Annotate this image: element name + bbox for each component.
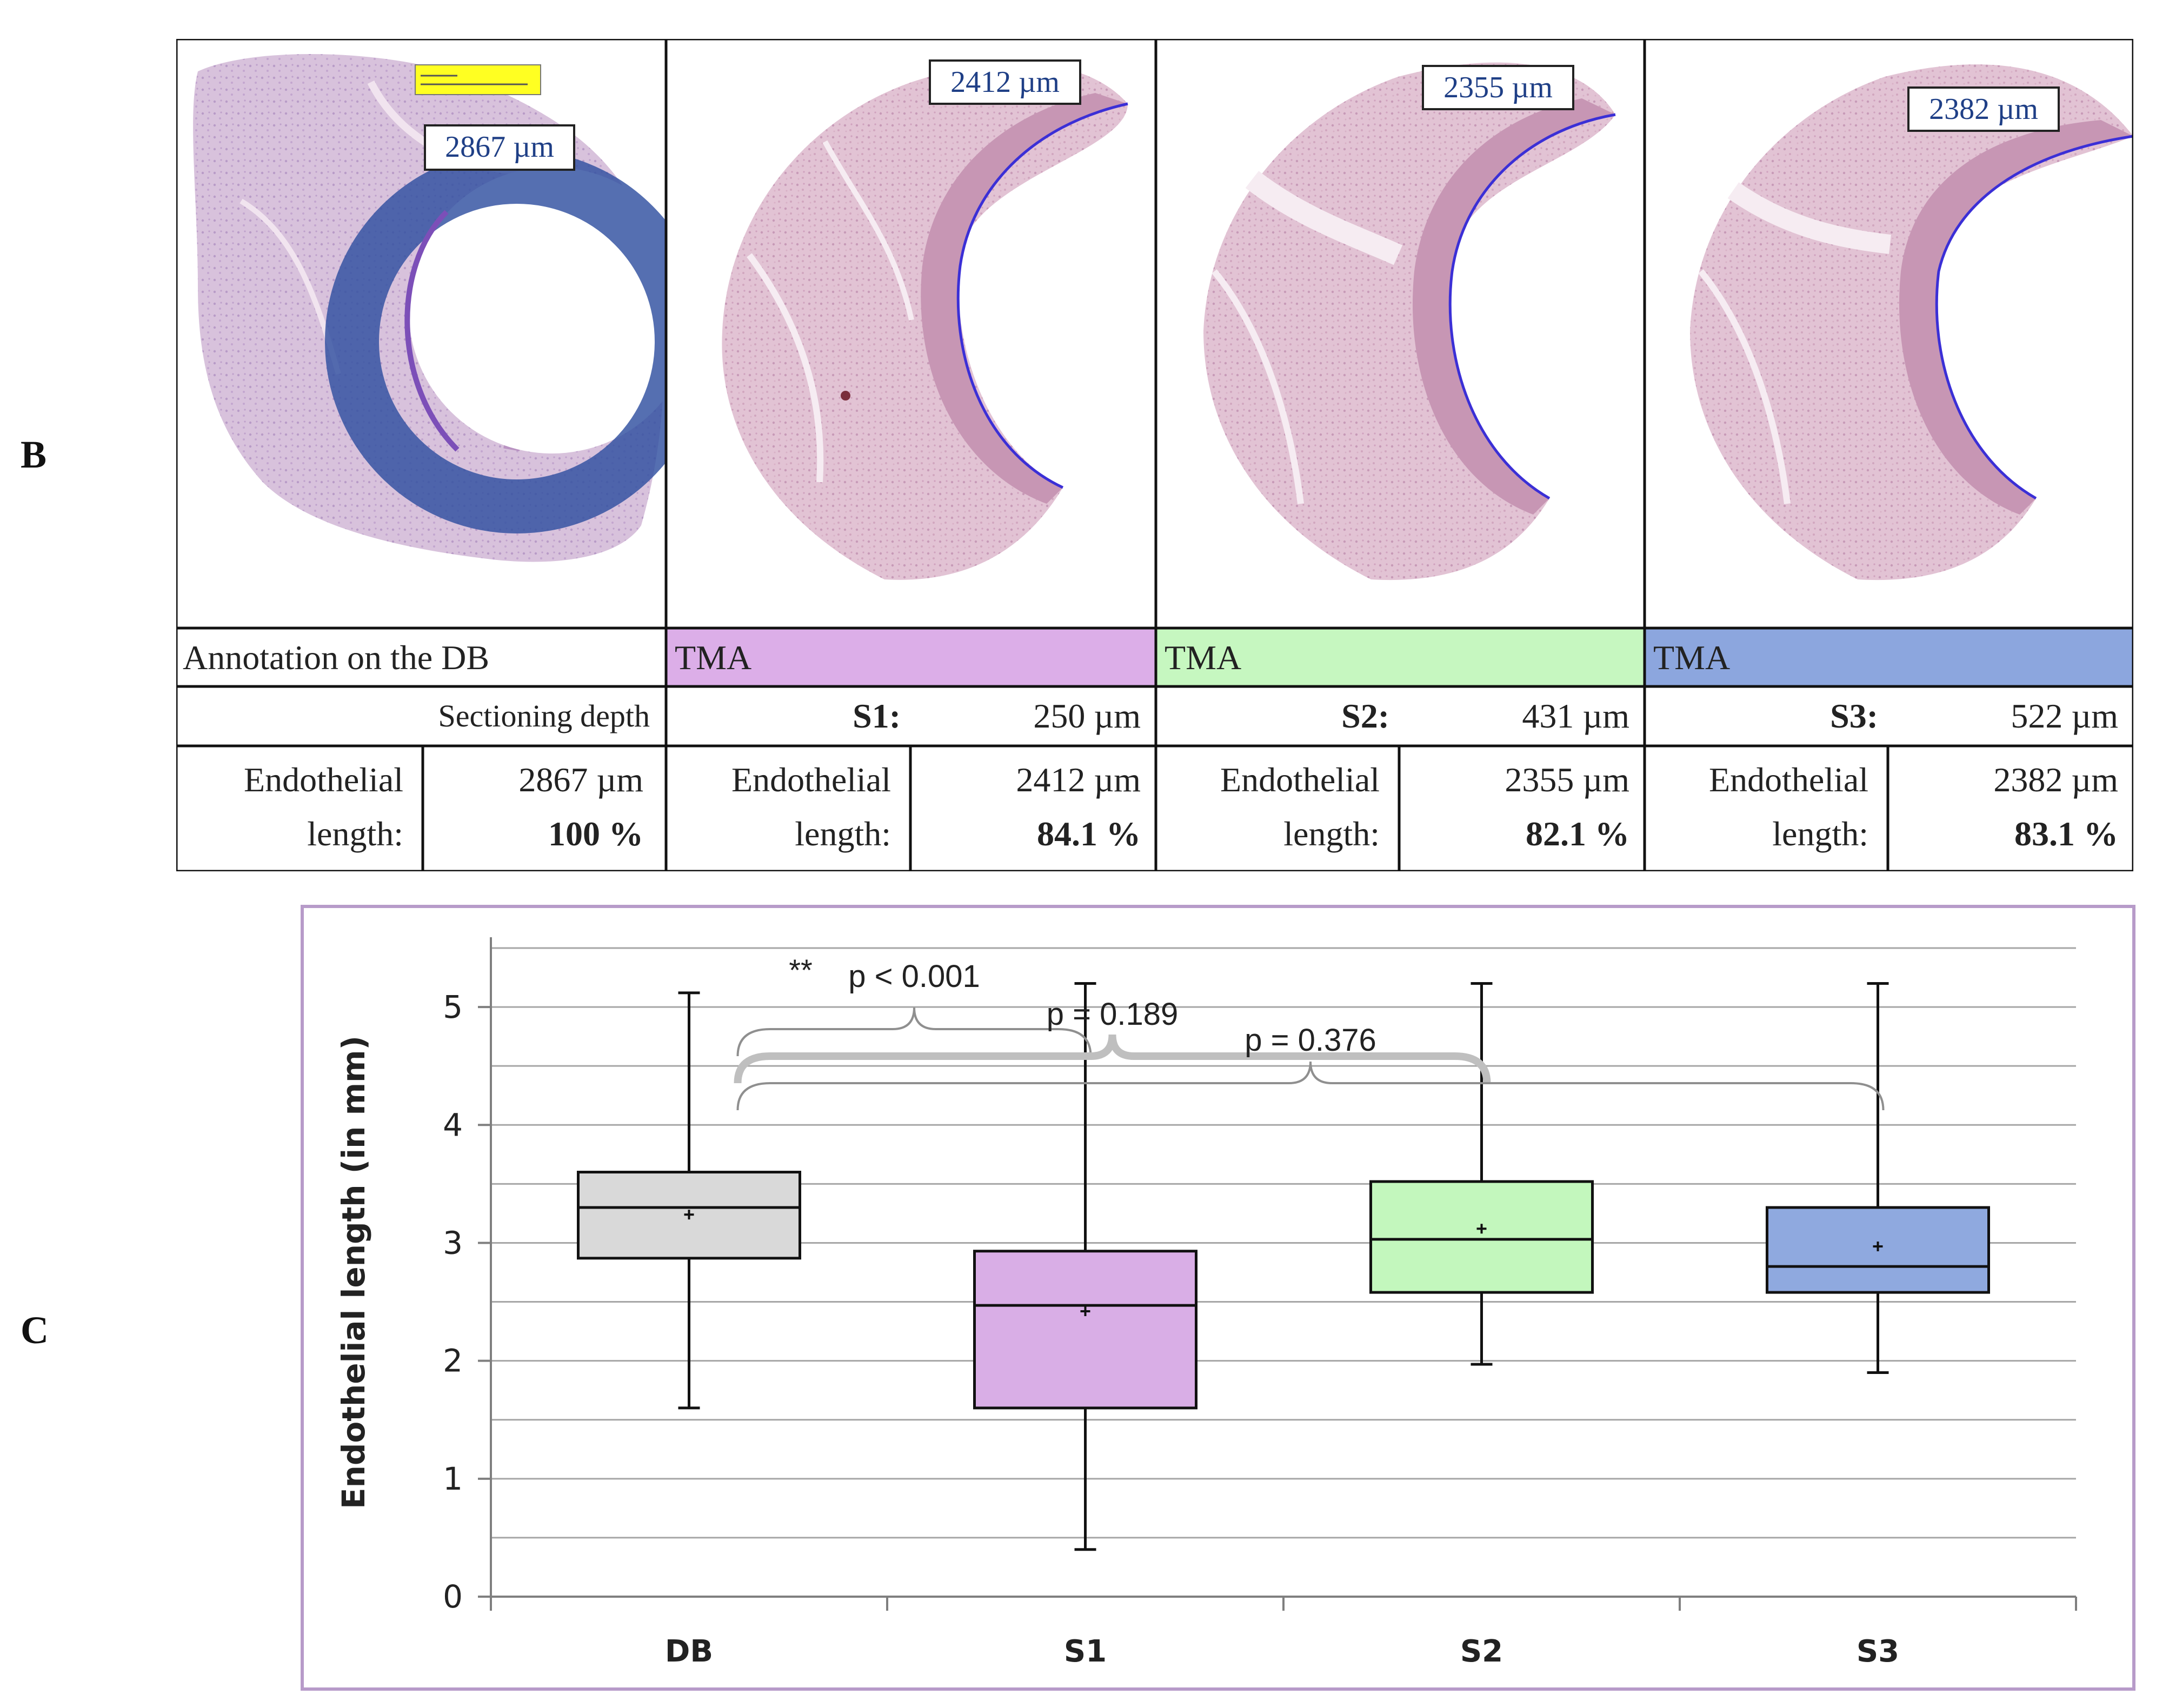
x-tick-label: DB [665, 1634, 713, 1669]
s1-section-depth: 250 µm [1033, 697, 1141, 735]
s3-tma-fill [1645, 628, 2133, 686]
s2-length-label: length: [1283, 815, 1380, 853]
s1-tma-header: TMA [675, 638, 751, 677]
s3-length-value: 2382 µm [1993, 760, 2118, 799]
s3-tissue-image: 2382 µm [1690, 64, 2133, 581]
y-tick-label: 5 [443, 989, 463, 1025]
db-endothelial-label: Endothelial [244, 760, 403, 799]
panel-c-chart: 0 1 2 3 4 5 DB S1 S2 S3 p < 0.001 ** p = 0.189 p = … [301, 905, 2135, 1691]
box-iqr [1369, 1180, 1594, 1294]
s3-measure-label: 2382 µm [1929, 92, 2038, 126]
s3-tma-header: TMA [1653, 638, 1730, 677]
s1-length-label: length: [795, 815, 891, 853]
chart-frame [301, 905, 2135, 1691]
significance-stars: ** [789, 953, 813, 987]
s3-length-label: length: [1772, 815, 1868, 853]
mean-marker [1476, 1224, 1487, 1234]
db-tissue-image: 2867 µm [193, 54, 666, 562]
p-value-label: p = 0.376 [1245, 1023, 1376, 1058]
significance-bracket [736, 1061, 1885, 1111]
s2-measure-label: 2355 µm [1443, 71, 1553, 104]
s2-tma-fill [1156, 628, 1645, 686]
p-value-label: p < 0.001 [848, 959, 980, 994]
box-iqr [577, 1171, 801, 1260]
y-tick-label: 0 [443, 1578, 463, 1615]
y-tick-label: 4 [443, 1106, 463, 1143]
y-tick-label: 2 [443, 1343, 463, 1379]
box-iqr [1766, 1206, 1990, 1294]
s3-endothelial-label: Endothelial [1709, 760, 1868, 799]
s1-length-percent: 84.1 % [1037, 815, 1141, 853]
box-s1 [973, 982, 1197, 1551]
y-tick-label: 3 [443, 1224, 463, 1261]
p-value-label: p = 0.189 [1047, 997, 1179, 1032]
chart-axes [478, 937, 2077, 1611]
s2-section-name: S2: [1341, 697, 1389, 735]
db-length-label: length: [307, 815, 403, 853]
s3-section-depth: 522 µm [2011, 697, 2118, 735]
panel-letter-c: C [21, 1309, 49, 1352]
s1-tma-fill [666, 628, 1156, 686]
s1-section-name: S1: [853, 697, 901, 735]
box-db [577, 991, 801, 1410]
panel-letter-b: B [21, 433, 47, 476]
s2-endothelial-label: Endothelial [1220, 760, 1380, 799]
s2-length-value: 2355 µm [1505, 760, 1629, 799]
y-tick-label: 1 [443, 1460, 463, 1497]
db-length-value: 2867 µm [518, 760, 643, 799]
s2-length-percent: 82.1 % [1526, 815, 1629, 853]
db-annotation-header: Annotation on the DB [183, 638, 489, 677]
mean-marker [1873, 1242, 1883, 1251]
y-tick-labels: 0 1 2 3 4 5 [443, 989, 463, 1615]
x-tick-label: S3 [1857, 1634, 1899, 1669]
x-tick-label: S2 [1460, 1634, 1503, 1669]
y-axis-title: Endothelial length (in mm) [335, 1036, 372, 1509]
s2-tissue-image: 2355 µm [1203, 62, 1616, 581]
s2-section-depth: 431 µm [1522, 697, 1629, 735]
panel-b-figure: 2867 µm 2412 µm 2355 µm 2382 µm [175, 37, 2135, 873]
db-length-percent: 100 % [548, 815, 643, 853]
significance-bracket [736, 1007, 1092, 1057]
sectioning-depth-label: Sectioning depth [438, 698, 650, 733]
s3-section-name: S3: [1830, 697, 1878, 735]
s3-length-percent: 83.1 % [2014, 815, 2118, 853]
s1-endothelial-label: Endothelial [731, 760, 891, 799]
x-tick-label: S1 [1064, 1634, 1107, 1669]
box-iqr [973, 1250, 1197, 1410]
mean-marker [684, 1210, 694, 1220]
db-measure-label: 2867 µm [445, 130, 554, 164]
box-s3 [1766, 982, 1990, 1374]
significance-annotations: p < 0.001 ** p = 0.189 p = 0.376 [734, 953, 1885, 1111]
mean-marker [1080, 1306, 1090, 1316]
s1-length-value: 2412 µm [1016, 760, 1141, 799]
s1-tissue-image: 2412 µm [722, 59, 1128, 580]
s1-measure-label: 2412 µm [950, 65, 1060, 99]
x-tick-labels: DB S1 S2 S3 [665, 1634, 1899, 1669]
significance-bracket [734, 1034, 1491, 1084]
s2-tma-header: TMA [1165, 638, 1241, 677]
